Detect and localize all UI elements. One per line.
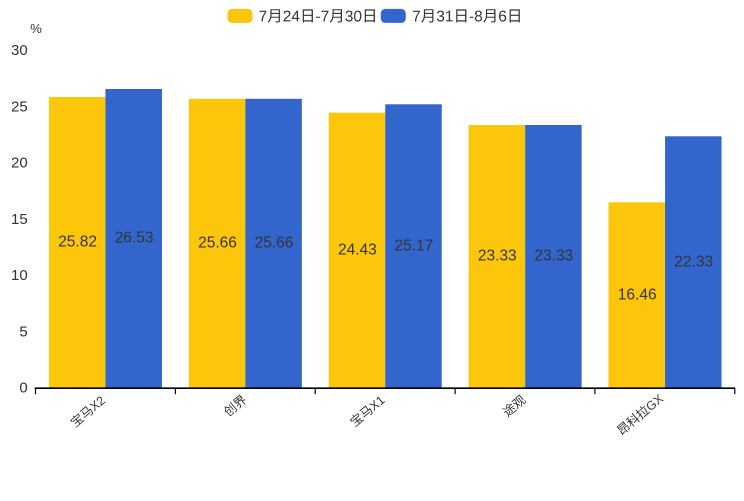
svg-text:25: 25 bbox=[11, 98, 28, 115]
svg-text:10: 10 bbox=[11, 267, 28, 284]
svg-text:24.43: 24.43 bbox=[338, 242, 377, 259]
svg-text:5: 5 bbox=[19, 323, 27, 340]
svg-text:%: % bbox=[30, 21, 42, 36]
svg-text:30: 30 bbox=[11, 42, 28, 59]
svg-text:0: 0 bbox=[19, 380, 27, 397]
svg-text:25.82: 25.82 bbox=[58, 234, 97, 251]
svg-text:25.66: 25.66 bbox=[198, 235, 237, 252]
svg-text:25.17: 25.17 bbox=[395, 237, 434, 254]
svg-text:15: 15 bbox=[11, 211, 28, 228]
svg-text:22.33: 22.33 bbox=[674, 253, 713, 270]
svg-text:23.33: 23.33 bbox=[534, 248, 573, 265]
svg-text:16.46: 16.46 bbox=[618, 286, 657, 303]
svg-text:23.33: 23.33 bbox=[478, 248, 517, 265]
svg-text:20: 20 bbox=[11, 155, 28, 172]
svg-text:25.66: 25.66 bbox=[255, 235, 294, 252]
svg-text:26.53: 26.53 bbox=[115, 230, 154, 247]
